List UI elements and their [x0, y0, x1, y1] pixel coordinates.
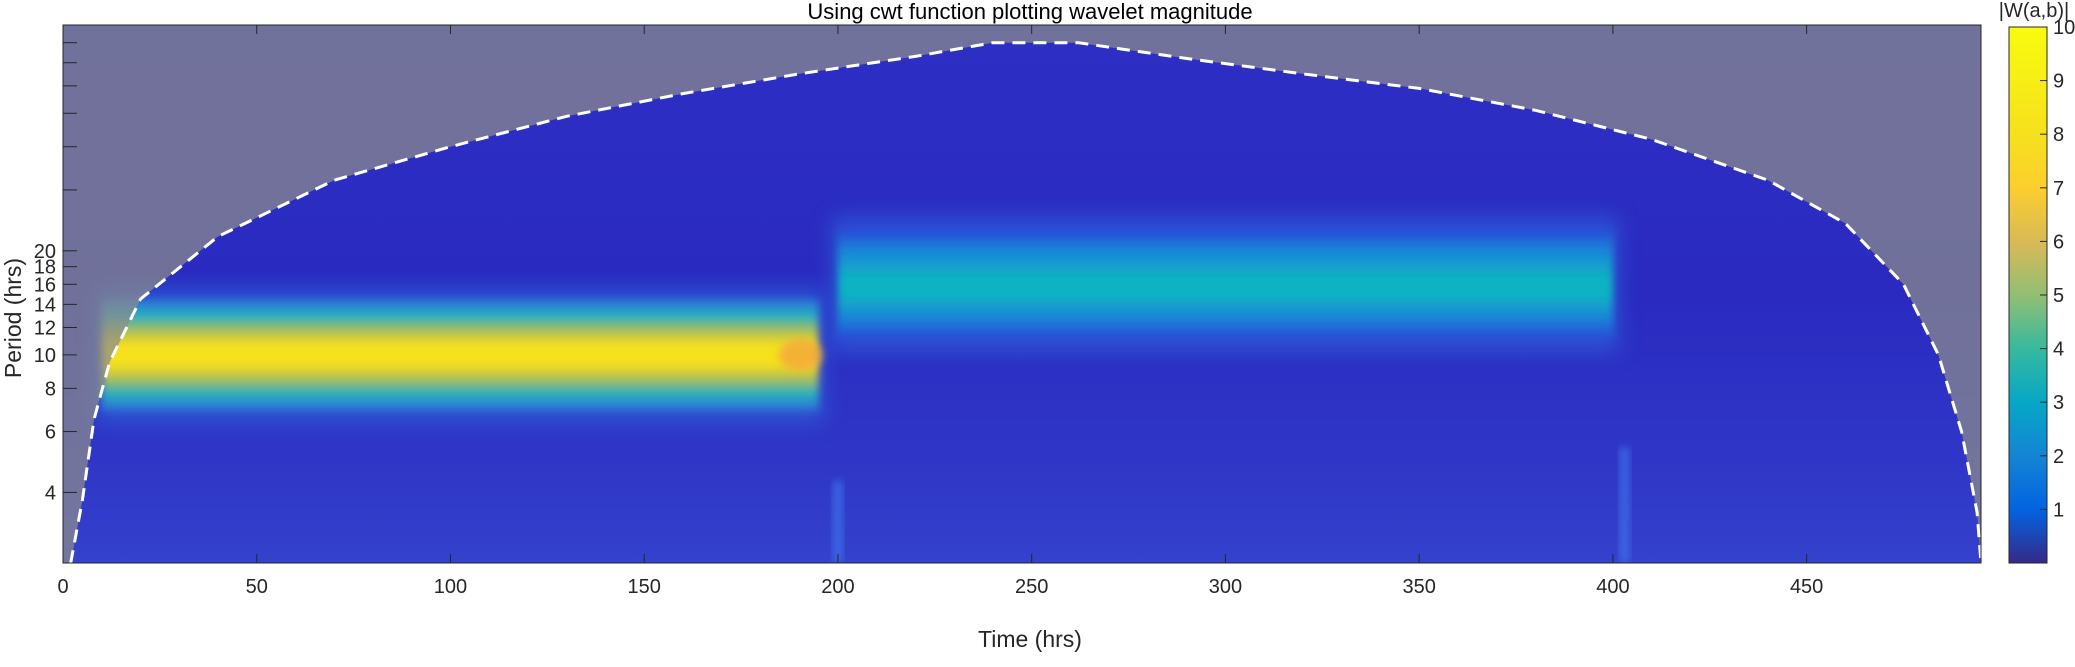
component-band-1: [95, 287, 825, 423]
colorbar-tick-label-2: 2: [2053, 446, 2064, 468]
colorbar-label: |W(a,b)|: [1999, 0, 2069, 22]
y-tick-label-8: 8: [45, 378, 56, 400]
x-tick-label-50: 50: [246, 576, 268, 598]
colorbar-tick-label-1: 1: [2053, 499, 2064, 521]
y-tick-label-18: 18: [34, 257, 56, 279]
colorbar-tick-label-8: 8: [2053, 124, 2064, 146]
component-band-2: [831, 216, 1619, 353]
x-tick-label-300: 300: [1209, 576, 1242, 598]
colorbar-tick-label-4: 4: [2053, 339, 2064, 361]
transition-streak-1: [832, 480, 843, 563]
component-band-core-2: [837, 228, 1613, 341]
component-band-core-1: [101, 299, 819, 411]
x-tick-label-200: 200: [821, 576, 854, 598]
x-tick-label-400: 400: [1596, 576, 1629, 598]
y-axis-label: Period (hrs): [0, 258, 26, 378]
y-tick-label-16: 16: [34, 274, 56, 296]
component-edge-1: [778, 339, 823, 371]
colorbar-tick-label-9: 9: [2053, 71, 2064, 93]
colorbar-tick-label-6: 6: [2053, 231, 2064, 253]
y-tick-label-12: 12: [34, 318, 56, 340]
x-tick-label-0: 0: [57, 576, 68, 598]
y-tick-label-14: 14: [34, 294, 56, 316]
colorbar-tick-label-7: 7: [2053, 178, 2064, 200]
colorbar-tick-label-5: 5: [2053, 285, 2064, 307]
x-tick-label-450: 450: [1790, 576, 1823, 598]
x-tick-label-350: 350: [1402, 576, 1435, 598]
x-tick-label-100: 100: [434, 576, 467, 598]
x-axis-label: Time (hrs): [978, 626, 1082, 652]
colorbar-tick-label-10: 10: [2053, 17, 2075, 39]
plot-frame: [62, 24, 1982, 564]
y-tick-label-6: 6: [45, 422, 56, 444]
y-tick-label-10: 10: [34, 345, 56, 367]
y-tick-label-4: 4: [45, 482, 56, 504]
x-tick-label-250: 250: [1015, 576, 1048, 598]
transition-streak-2: [1619, 447, 1630, 563]
y-tick-label-20: 20: [34, 241, 56, 263]
coi-shaded-region: [63, 25, 1981, 563]
colorbar-tick-label-3: 3: [2053, 392, 2064, 414]
chart-title: Using cwt function plotting wavelet magn…: [807, 0, 1252, 24]
x-tick-label-150: 150: [628, 576, 661, 598]
coi-boundary-line: [69, 41, 1981, 563]
